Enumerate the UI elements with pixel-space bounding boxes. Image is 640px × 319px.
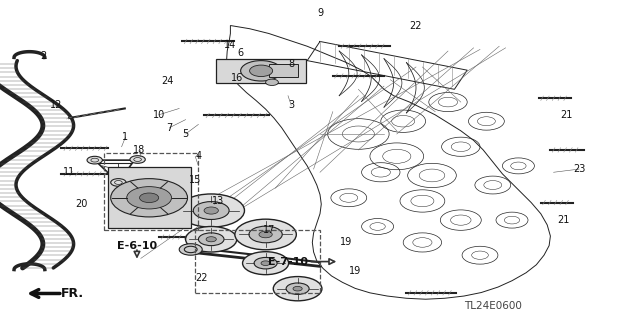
Text: 24: 24 [161, 76, 174, 86]
Text: 1: 1 [122, 132, 129, 142]
Text: 11: 11 [63, 167, 76, 177]
Circle shape [178, 194, 244, 227]
Circle shape [127, 187, 172, 209]
Circle shape [259, 231, 272, 238]
Bar [195, 230, 320, 293]
Circle shape [111, 179, 188, 217]
Circle shape [179, 244, 202, 255]
Circle shape [261, 261, 270, 265]
Circle shape [250, 65, 273, 77]
Text: 20: 20 [76, 199, 88, 209]
Text: 5: 5 [182, 129, 189, 139]
Circle shape [235, 219, 296, 250]
Text: 12: 12 [50, 100, 63, 110]
Circle shape [140, 193, 159, 203]
Text: 22: 22 [195, 272, 208, 283]
Circle shape [273, 277, 322, 301]
Text: 4: 4 [195, 151, 202, 161]
Text: 3: 3 [288, 100, 294, 110]
Circle shape [286, 283, 309, 294]
Text: 22: 22 [410, 20, 422, 31]
Text: 7: 7 [166, 122, 173, 133]
Circle shape [243, 252, 289, 275]
Text: 9: 9 [317, 8, 323, 18]
Circle shape [186, 226, 237, 252]
Text: 19: 19 [339, 237, 352, 248]
Text: 17: 17 [262, 225, 275, 235]
Text: 21: 21 [557, 215, 570, 225]
Circle shape [130, 156, 145, 163]
Bar [108, 167, 191, 228]
Text: 2: 2 [40, 51, 47, 61]
Text: E-7-10: E-7-10 [268, 256, 308, 267]
Circle shape [111, 179, 126, 186]
Text: E-6-10: E-6-10 [117, 241, 157, 251]
Circle shape [293, 286, 302, 291]
Bar [216, 59, 306, 83]
Circle shape [249, 226, 282, 243]
Text: 21: 21 [560, 110, 573, 120]
Text: 8: 8 [288, 59, 294, 69]
Bar [269, 64, 298, 77]
Text: 6: 6 [237, 48, 243, 58]
Circle shape [266, 79, 278, 85]
Text: 15: 15 [189, 175, 202, 185]
Circle shape [87, 156, 102, 164]
Text: TL24E0600: TL24E0600 [464, 301, 522, 311]
Text: 23: 23 [573, 164, 586, 174]
Circle shape [204, 207, 218, 214]
Text: 14: 14 [224, 40, 237, 50]
Circle shape [254, 257, 277, 269]
Text: FR.: FR. [61, 287, 84, 300]
Text: 13: 13 [211, 196, 224, 206]
Text: 19: 19 [349, 266, 362, 276]
Circle shape [206, 237, 216, 242]
Text: 16: 16 [230, 73, 243, 83]
Circle shape [198, 233, 224, 246]
Text: 10: 10 [152, 110, 165, 120]
Text: 18: 18 [133, 145, 146, 155]
Bar [104, 153, 198, 230]
Circle shape [241, 61, 282, 81]
Circle shape [193, 202, 229, 219]
